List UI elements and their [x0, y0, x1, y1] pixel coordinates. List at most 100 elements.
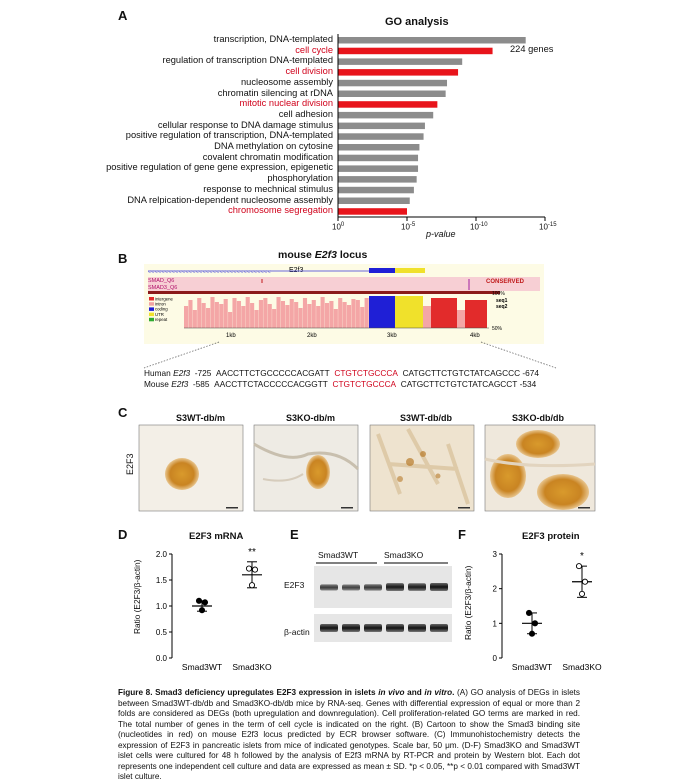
bactin-band	[320, 624, 338, 632]
legend-label: intergene	[155, 296, 174, 301]
track-label-smad3: SMAD3_Q6	[148, 285, 177, 291]
go-term-label: nucleosome assembly	[241, 76, 333, 87]
go-bar	[338, 37, 526, 44]
legend-swatch	[149, 302, 154, 306]
protein-chart: 0 1 2 3 Smad3WT Smad3KO *	[493, 550, 602, 672]
western-blot	[314, 566, 452, 642]
legend-label: intron	[155, 302, 166, 307]
conservation-bar	[360, 307, 365, 328]
sequence-alignment: Human E2f3 -725 AACCTTCTGCCCCCACGATT CTG…	[144, 368, 539, 390]
exon-utr-bar	[395, 268, 425, 273]
track-divider	[148, 291, 500, 294]
significance-marker: *	[580, 551, 584, 562]
wb-group-lines	[316, 562, 448, 564]
go-bar	[338, 133, 424, 140]
legend-swatch	[149, 317, 154, 322]
go-bar	[338, 79, 448, 87]
e2f3-band	[342, 584, 360, 591]
conservation-bar	[298, 308, 303, 328]
conservation-bar	[307, 304, 312, 328]
conservation-bar	[355, 300, 360, 328]
conservation-bar	[254, 310, 259, 328]
conservation-bar	[346, 305, 352, 328]
conservation-bar	[316, 306, 321, 328]
go-term-label: cell division	[285, 66, 333, 77]
go-bar-chart	[337, 34, 546, 221]
conservation-bar	[214, 302, 219, 328]
conservation-bar	[320, 297, 325, 328]
conservation-bar	[236, 301, 241, 328]
conservation-bar	[276, 297, 281, 328]
significance-marker: **	[248, 547, 256, 558]
axis-tick-2kb: 2kb	[307, 333, 317, 339]
wb-row-e2f3: E2F3	[284, 580, 305, 590]
go-term-label: cell adhesion	[278, 108, 333, 119]
go-bar	[338, 122, 425, 130]
y-tick-label: 0.0	[156, 654, 168, 663]
data-point	[198, 607, 206, 614]
figure-caption: Figure 8. Smad3 deficiency upregulates E…	[118, 688, 580, 781]
exon-coding-bar	[369, 268, 395, 273]
x-category-label: Smad3WT	[182, 662, 222, 672]
go-tick-label: 10-10	[470, 222, 488, 232]
x-category-label: Smad3KO	[562, 662, 602, 672]
y-tick-label: 1	[493, 619, 498, 628]
go-x-label: p-value	[426, 229, 456, 239]
e2f3-band	[320, 584, 338, 591]
wb-group-smad3ko: Smad3KO	[384, 550, 424, 560]
go-bar	[338, 101, 438, 108]
go-term-label: positive regulation of transcription, DN…	[125, 130, 333, 141]
go-term-label: chromatin silencing at rDNA	[217, 87, 333, 98]
conserved-label: CONSERVED	[486, 279, 525, 285]
conservation-bar	[289, 299, 294, 328]
e2f3-band	[364, 584, 382, 591]
conservation-bar	[342, 302, 347, 328]
go-bar	[338, 47, 493, 55]
y-tick-label: 2.0	[156, 550, 168, 559]
x-category-label: Smad3WT	[512, 662, 552, 672]
pct-top: 100%	[492, 291, 505, 297]
go-tick-label: 10-15	[539, 222, 557, 232]
human-sequence-row: Human E2f3 -725 AACCTTCTGCCCCCACGATT CTG…	[144, 368, 540, 378]
legend-swatch	[149, 312, 154, 317]
ecr-browser-panel: E2f3 <<<<<<<<<<<<<<<<<<<<<<<<<<<<<<<<<<<…	[144, 264, 544, 344]
zoom-line-left	[143, 341, 220, 369]
conservation-bar	[324, 303, 330, 328]
y-tick-label: 2	[493, 585, 498, 594]
conservation-bar	[223, 299, 228, 328]
ihc-label-4: S3KO-db/db	[512, 413, 564, 423]
go-bar	[338, 69, 459, 76]
mrna-chart-title: E2F3 mRNA	[189, 531, 244, 542]
legend-label: repeat	[155, 317, 168, 322]
conservation-bar	[188, 300, 193, 328]
go-bar	[338, 176, 417, 183]
wb-row-bactin: β-actin	[284, 627, 310, 637]
conservation-bar	[210, 297, 215, 328]
go-term-label: DNA relpication-dependent nucleosome ass…	[127, 194, 333, 205]
conservation-bar	[206, 308, 211, 328]
conservation-region	[369, 296, 395, 328]
conservation-region	[457, 310, 465, 328]
data-point	[528, 630, 536, 637]
conservation-bar	[258, 300, 263, 328]
go-term-label: DNA methylation on cytosine	[214, 141, 333, 151]
bactin-band	[364, 624, 382, 632]
y-tick-label: 0	[493, 654, 498, 663]
protein-chart-title: E2F3 protein	[522, 531, 580, 542]
data-point	[248, 582, 256, 589]
go-bar	[338, 58, 463, 65]
go-bar	[338, 111, 434, 119]
locus-title: mouse E2f3 locus	[278, 249, 368, 261]
go-term-label: covalent chromatin modification	[202, 151, 333, 162]
e2f3-band	[386, 583, 404, 591]
conservation-bar	[333, 309, 338, 328]
bactin-band	[430, 624, 448, 632]
go-bar	[338, 186, 414, 194]
conservation-profile	[184, 296, 487, 328]
conservation-bar	[302, 298, 308, 328]
bactin-band	[408, 624, 426, 632]
go-bar	[338, 144, 420, 151]
panel-label-a: A	[118, 8, 128, 23]
conservation-bar	[219, 304, 224, 328]
y-tick-label: 3	[493, 550, 498, 559]
